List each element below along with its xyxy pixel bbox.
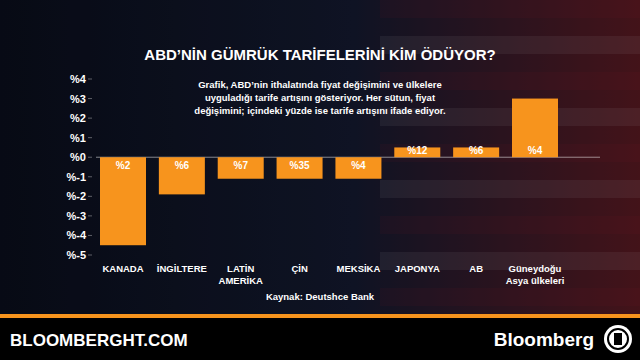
source: Kaynak: Deutshce Bank [266,291,375,302]
title: ABD’NİN GÜMRÜK TARİFELERİNİ KİM ÖDÜYOR? [144,46,495,63]
footer-stripe [0,314,640,318]
x-tick-line: Asya ülkeleri [506,275,565,286]
y-tick [88,79,92,80]
subtitle: uyguladığı tarife artışını gösteriyor. H… [205,92,436,103]
y-tick [88,255,92,256]
tariff-label: %4 [528,145,543,156]
x-tick-label: KANADA [102,263,143,274]
logo-ring [608,329,628,349]
y-tick [88,137,92,138]
x-tick-line: AB [469,263,483,274]
x-tick-line: AMERİKA [219,275,263,286]
y-tick-label: %-4 [66,229,86,241]
x-tick-label: ÇİN [291,263,308,274]
tariff-label: %6 [175,160,190,171]
tariff-label: %2 [116,160,131,171]
y-tick-label: %4 [70,73,87,85]
logo-mark [614,333,622,345]
y-tick [88,98,92,99]
x-tick-label: MEKSİKA [337,263,381,274]
x-tick-label: GüneydoğuAsya ülkeleri [506,263,565,286]
x-tick-label: JAPONYA [395,263,440,274]
footer-site: BLOOMBERGHT.COM [10,331,188,350]
y-tick-label: %-1 [66,171,86,183]
y-tick-label: %-2 [66,190,86,202]
y-tick [88,215,92,216]
logo-circle [604,325,632,353]
bar [335,157,381,179]
bar [218,157,264,179]
subtitle: değişimini; içindeki yüzde ise tarife ar… [194,105,445,116]
footer-brand: Bloomberg [494,329,594,350]
y-tick [88,157,92,158]
chart: ABD’NİN GÜMRÜK TARİFELERİNİ KİM ÖDÜYOR? G… [0,0,640,360]
y-tick-label: %1 [70,132,86,144]
y-tick-label: %2 [70,112,86,124]
x-tick-line: KANADA [102,263,143,274]
bar [277,157,323,179]
bar [159,157,205,194]
x-tick-label: AB [469,263,483,274]
bar [512,99,558,158]
y-tick [88,196,92,197]
tariff-label: %4 [351,160,366,171]
x-tick-line: JAPONYA [395,263,440,274]
tariff-label: %12 [407,145,427,156]
tariff-label: %6 [469,145,484,156]
y-tick [88,118,92,119]
footer-band [0,318,640,360]
y-tick-label: %-5 [66,249,86,261]
y-tick-label: %0 [70,151,86,163]
y-tick [88,176,92,177]
x-tick-line: Güneydoğu [509,263,562,274]
overlay [0,0,640,315]
x-tick-label: İNGİLTERE [157,263,207,274]
x-tick-line: MEKSİKA [337,263,381,274]
x-tick-line: İNGİLTERE [157,263,207,274]
y-tick-label: %-3 [66,210,86,222]
bar [100,157,146,245]
y-tick-label: %3 [70,93,86,105]
tariff-label: %7 [233,160,248,171]
background [0,0,640,360]
y-tick [88,235,92,236]
subtitle: Grafik, ABD’nin ithalatında fiyat değişi… [198,79,442,90]
x-tick-label: LATİNAMERİKA [219,263,263,286]
x-tick-line: ÇİN [291,263,308,274]
tariff-label: %35 [290,160,310,171]
x-tick-line: LATİN [227,263,254,274]
